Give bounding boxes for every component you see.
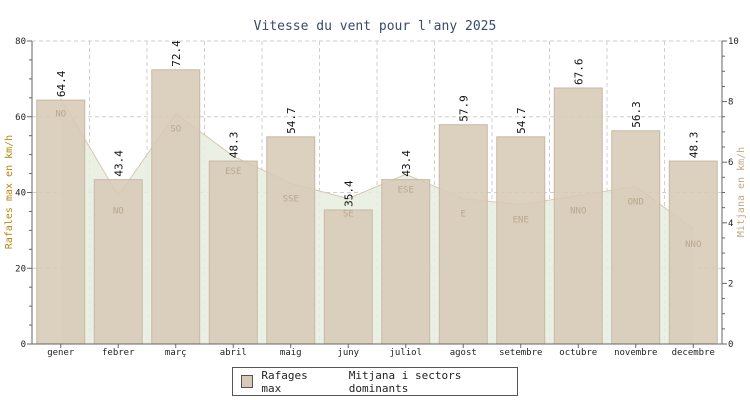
sector-label: E bbox=[461, 210, 466, 220]
bar-juliol bbox=[381, 179, 431, 345]
x-tick-label: octubre bbox=[559, 348, 597, 358]
x-tick-label: febrer bbox=[102, 348, 135, 358]
axes: 0 20 40 60 80 0 2 4 6 8 10 gener febrer març abril maig… bbox=[15, 37, 739, 358]
y-right-tick-label: 10 bbox=[728, 37, 739, 47]
bar-abril bbox=[208, 160, 258, 345]
bar-value-label: 48.3 bbox=[687, 132, 700, 159]
y-right-tick-label: 0 bbox=[728, 340, 733, 350]
x-tick-label: juny bbox=[337, 348, 359, 358]
x-tick-label: agost bbox=[450, 348, 477, 358]
x-tick-label: març bbox=[165, 348, 187, 358]
sector-label: NNO bbox=[570, 207, 586, 217]
y-left-tick-label: 0 bbox=[21, 340, 26, 350]
y-right-tick-label: 8 bbox=[728, 98, 733, 108]
legend-bar-label: Rafages max bbox=[261, 368, 308, 395]
x-tick-label: gener bbox=[47, 348, 75, 358]
bar-agost bbox=[438, 124, 488, 345]
x-tick-label: juliol bbox=[389, 348, 422, 358]
bar-juny bbox=[323, 209, 373, 345]
bar-decembre bbox=[668, 160, 718, 345]
bar-value-label: 72.4 bbox=[170, 40, 183, 67]
legend: Rafages max Mitjana i sectors dominants bbox=[232, 367, 518, 396]
bar-value-label: 64.4 bbox=[55, 70, 68, 97]
bar-value-label: 54.7 bbox=[515, 107, 528, 134]
x-tick-label: maig bbox=[280, 348, 302, 358]
bar-value-label: 35.4 bbox=[342, 180, 355, 207]
x-tick-label: abril bbox=[220, 348, 247, 358]
bar-value-label: 67.6 bbox=[572, 58, 585, 85]
gust-bar-series bbox=[36, 69, 718, 345]
chart-title: Vitesse du vent pour l'any 2025 bbox=[254, 19, 497, 34]
bar-value-label: 48.3 bbox=[227, 132, 240, 159]
x-tick-label: novembre bbox=[614, 348, 657, 358]
data-labels: 64.4 43.4 72.4 48.3 54.7 35.4 43.4 57.9 54.7 67.6… bbox=[55, 40, 702, 250]
legend-bar-swatch bbox=[241, 375, 254, 388]
legend-area-label: Mitjana i sectors dominants bbox=[348, 368, 462, 395]
bar-febrer bbox=[93, 179, 143, 345]
bar-value-label: 43.4 bbox=[400, 150, 413, 177]
sector-label: OND bbox=[628, 197, 644, 207]
sector-label: SO bbox=[170, 125, 181, 135]
bar-setembre bbox=[496, 136, 546, 345]
bar-novembre bbox=[611, 130, 661, 345]
y-axis-right-label: Mitjana en km/h bbox=[736, 147, 747, 237]
bar-value-label: 57.9 bbox=[457, 95, 470, 122]
y-left-tick-label: 40 bbox=[15, 189, 26, 199]
x-tick-label: decembre bbox=[672, 348, 715, 358]
y-left-tick-label: 80 bbox=[15, 37, 26, 47]
y-right-tick-label: 2 bbox=[728, 279, 733, 289]
y-right-tick-label: 4 bbox=[728, 219, 733, 229]
bar-value-label: 54.7 bbox=[285, 107, 298, 134]
bar-gener bbox=[36, 99, 86, 345]
bar-març bbox=[151, 69, 201, 345]
bar-value-label: 43.4 bbox=[112, 150, 125, 177]
sector-label: ENE bbox=[513, 216, 529, 226]
x-tick-label: setembre bbox=[499, 348, 542, 358]
sector-label: NO bbox=[55, 110, 66, 120]
sector-label: NNO bbox=[685, 240, 701, 250]
y-left-tick-label: 60 bbox=[15, 113, 26, 123]
y-axis-left-label: Rafales max en km/h bbox=[4, 135, 15, 249]
y-right-tick-label: 6 bbox=[728, 158, 733, 168]
sector-label: SSE bbox=[283, 194, 299, 204]
bar-value-label: 56.3 bbox=[630, 101, 643, 128]
sector-label: ESE bbox=[225, 167, 241, 177]
sector-label: SE bbox=[343, 210, 354, 220]
bar-octubre bbox=[553, 87, 603, 345]
sector-label: ESE bbox=[398, 185, 414, 195]
bar-maig bbox=[266, 136, 316, 345]
sector-label: NO bbox=[113, 207, 124, 217]
y-left-tick-label: 20 bbox=[15, 264, 26, 274]
